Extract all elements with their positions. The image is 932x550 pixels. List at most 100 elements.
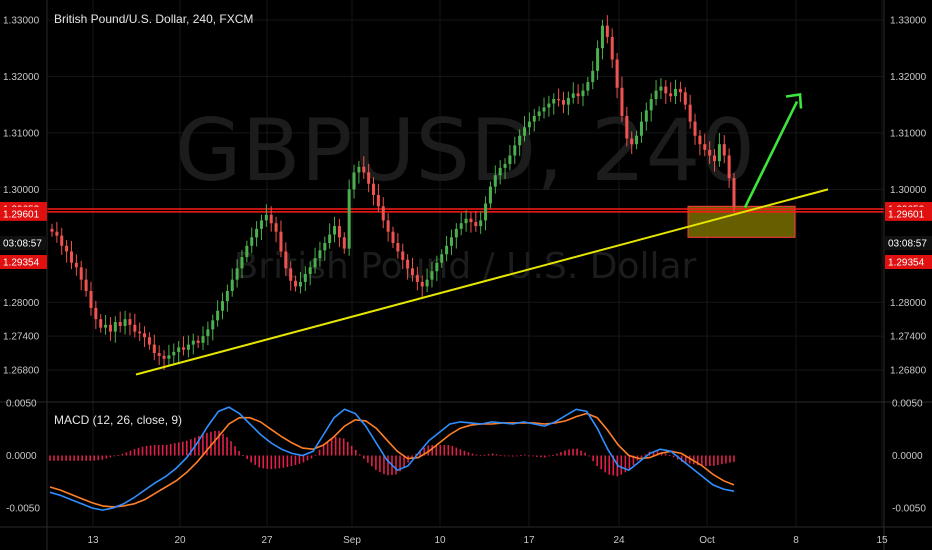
- macd-histogram-bar: [206, 432, 208, 456]
- candle-body: [167, 355, 171, 359]
- macd-histogram-bar: [218, 430, 220, 456]
- watermark-name: British Pound / U.S. Dollar: [234, 246, 697, 287]
- candle-body: [143, 333, 147, 338]
- macd-axis: 0.0050 0.0050 0.0000 0.0000 -0.0050 -0.0050: [6, 399, 926, 515]
- macd-indicator-label: MACD (12, 26, close, 9): [54, 413, 182, 427]
- candle-body: [279, 231, 283, 252]
- macd-histogram-bar: [93, 455, 96, 461]
- macd-tick-right: -0.0050: [892, 504, 926, 515]
- candle-body: [284, 251, 288, 269]
- macd-histogram-bar: [717, 455, 719, 466]
- macd-histogram-bar: [173, 443, 176, 456]
- trendline-group: [135, 188, 829, 376]
- macd-histogram-bar: [226, 437, 228, 456]
- macd-histogram-bar: [53, 455, 55, 461]
- candle-body: [484, 203, 488, 221]
- candle-body: [118, 322, 122, 326]
- target-arrow-group: [743, 93, 803, 208]
- candle-body: [211, 320, 215, 330]
- candle-body: [308, 267, 312, 275]
- macd-histogram-bar: [69, 455, 71, 461]
- candle-body: [630, 138, 634, 145]
- macd-histogram-bar: [141, 446, 144, 456]
- candle-body: [294, 280, 298, 287]
- macd-histogram-bar: [431, 445, 434, 456]
- macd-histogram-bar: [85, 455, 88, 461]
- arrow-head: [785, 93, 803, 109]
- macd-histogram-bar: [459, 449, 462, 456]
- macd-histogram-bar: [588, 455, 590, 457]
- candle-body: [177, 347, 181, 352]
- macd-histogram-bar: [359, 454, 361, 456]
- candle-body: [610, 36, 614, 60]
- macd-histogram-bar: [427, 445, 430, 456]
- candle-body: [381, 206, 385, 221]
- candle-body: [698, 135, 702, 145]
- time-tick: 20: [174, 535, 186, 546]
- price-tick-left: 1.28000: [3, 298, 40, 309]
- candle-body: [313, 258, 317, 268]
- candle-body: [615, 59, 619, 88]
- candles: [50, 15, 736, 370]
- macd-histogram-bar: [624, 455, 627, 473]
- macd-histogram-bar: [306, 455, 309, 461]
- candle-body: [133, 324, 137, 332]
- right-label-level-2: 1.29601: [888, 209, 925, 220]
- macd-histogram-bar: [145, 445, 148, 456]
- candle-body: [639, 121, 643, 136]
- macd-histogram-bar: [65, 455, 67, 461]
- candle-body: [620, 87, 624, 116]
- macd-histogram-bar: [519, 455, 522, 456]
- candle-body: [259, 220, 263, 229]
- price-tick-right: 1.30000: [890, 185, 927, 196]
- time-tick: Sep: [343, 535, 361, 546]
- macd-histogram-bar: [491, 453, 494, 456]
- macd-histogram-bar: [338, 437, 341, 456]
- macd-histogram-bar: [101, 455, 104, 460]
- left-label-countdown-bg: [0, 236, 47, 250]
- right-label-last-price-bg: [885, 255, 932, 269]
- candle-body: [410, 268, 414, 276]
- candle-body: [523, 127, 527, 136]
- macd-histogram-bar: [254, 455, 256, 465]
- macd-histogram-bar: [507, 455, 510, 457]
- chart-symbol-title: British Pound/U.S. Dollar, 240, FXCM: [54, 12, 253, 26]
- macd-histogram-bar: [684, 455, 687, 463]
- macd-histogram-bar: [322, 445, 325, 456]
- candle-body: [576, 93, 580, 97]
- right-label-countdown: 03:08:57: [888, 239, 927, 250]
- candle-body: [162, 355, 166, 359]
- macd-histogram-bar: [664, 453, 667, 456]
- candle-body: [479, 220, 483, 227]
- candle-body: [401, 251, 405, 260]
- macd-histogram-bar: [596, 455, 598, 466]
- macd-histogram-bar: [447, 445, 450, 456]
- macd-histogram-bar: [721, 455, 723, 465]
- macd-histogram-bar: [354, 449, 357, 456]
- macd-histogram-bar: [242, 455, 244, 456]
- macd-histogram-bar: [387, 455, 389, 476]
- macd-histogram-bar: [443, 445, 446, 456]
- candle-body: [625, 115, 629, 139]
- time-tick: Oct: [699, 535, 715, 546]
- macd-histogram-bar: [89, 455, 92, 461]
- macd-tick-left: 0.0000: [6, 451, 37, 462]
- candle-body: [357, 166, 361, 173]
- macd-histogram-bar: [109, 455, 112, 458]
- macd-histogram-bar: [137, 447, 140, 456]
- candle-body: [586, 82, 590, 91]
- candle-body: [445, 245, 449, 255]
- macd-histogram-bar: [399, 455, 401, 472]
- candle-body: [605, 25, 609, 37]
- macd-histogram-bar: [262, 455, 265, 469]
- macd-histogram-bar: [532, 455, 534, 457]
- candle-body: [683, 92, 687, 105]
- macd-histogram-bar: [463, 450, 466, 456]
- macd-histogram-bar: [576, 448, 578, 456]
- macd-histogram-bar: [330, 438, 333, 456]
- time-tick: 13: [87, 535, 99, 546]
- macd-histogram-bar: [371, 455, 373, 467]
- candle-body: [396, 242, 400, 252]
- candle-body: [464, 218, 468, 224]
